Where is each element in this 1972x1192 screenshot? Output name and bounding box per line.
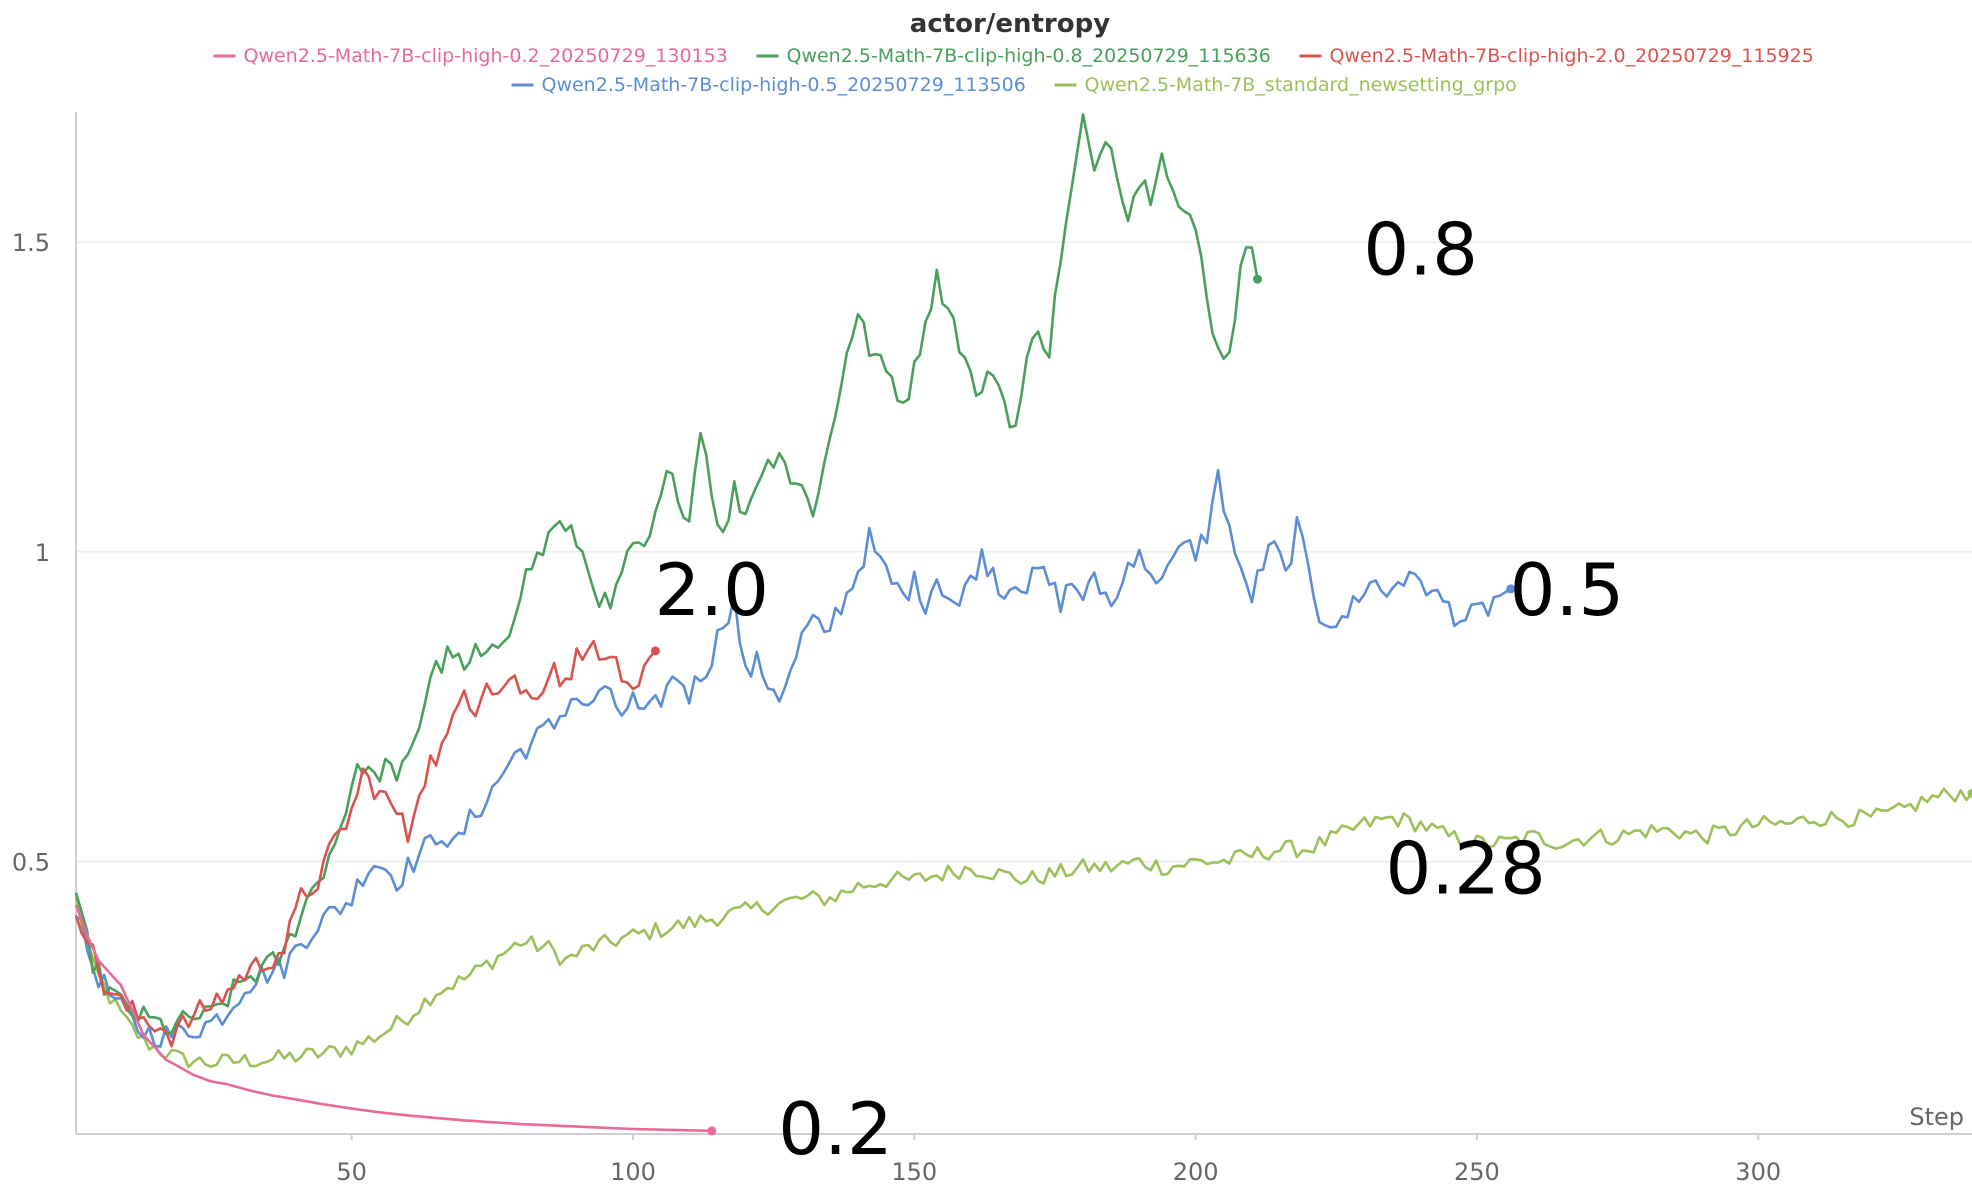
- legend-entry[interactable]: Qwen2.5-Math-7B-clip-high-0.8_20250729_1…: [787, 45, 1271, 67]
- value-annotation: 0.8: [1363, 207, 1478, 291]
- series-end-point: [1252, 274, 1262, 284]
- legend-entry[interactable]: Qwen2.5-Math-7B-clip-high-0.5_20250729_1…: [542, 74, 1026, 96]
- axes: 0.5 1 1.5 50 100 150 200 250 300: [12, 112, 1972, 1186]
- series-line[interactable]: [74, 639, 657, 1048]
- series-line[interactable]: [75, 469, 1512, 1048]
- x-axis-label: Step: [1909, 1103, 1964, 1131]
- legend[interactable]: Qwen2.5-Math-7B-clip-high-0.2_20250729_1…: [213, 45, 1814, 96]
- legend-entry[interactable]: Qwen2.5-Math-7B-clip-high-0.2_20250729_1…: [244, 45, 728, 67]
- legend-entry[interactable]: Qwen2.5-Math-7B_standard_newsetting_grpo: [1085, 74, 1517, 96]
- value-annotation: 0.5: [1510, 548, 1625, 632]
- series-end-point: [1967, 788, 1972, 798]
- grid-lines: [76, 241, 1972, 863]
- y-tick-label: 1.5: [12, 229, 50, 257]
- y-tick-label: 1: [35, 539, 50, 567]
- series-line[interactable]: [74, 113, 1259, 1036]
- series-end-point: [650, 646, 660, 656]
- chart-title: actor/entropy: [910, 9, 1110, 39]
- value-annotation: 0.28: [1385, 827, 1545, 911]
- series-line[interactable]: [74, 904, 712, 1133]
- value-annotation: 0.2: [778, 1087, 893, 1171]
- value-annotation: 2.0: [654, 548, 769, 632]
- legend-entry[interactable]: Qwen2.5-Math-7B-clip-high-2.0_20250729_1…: [1330, 45, 1814, 67]
- series-line[interactable]: [74, 787, 1972, 1069]
- y-tick-label: 0.5: [12, 848, 50, 876]
- series-end-point: [707, 1126, 717, 1136]
- annotations: 0.8 2.0 0.5 0.28 0.2: [654, 207, 1624, 1171]
- x-tick-label: 100: [610, 1158, 656, 1186]
- series-lines[interactable]: [74, 113, 1972, 1136]
- x-tick-label: 300: [1735, 1158, 1781, 1186]
- series-end-point: [1506, 584, 1516, 594]
- x-tick-label: 250: [1454, 1158, 1500, 1186]
- x-tick-label: 200: [1173, 1158, 1219, 1186]
- x-tick-label: 150: [891, 1158, 937, 1186]
- x-tick-label: 50: [336, 1158, 367, 1186]
